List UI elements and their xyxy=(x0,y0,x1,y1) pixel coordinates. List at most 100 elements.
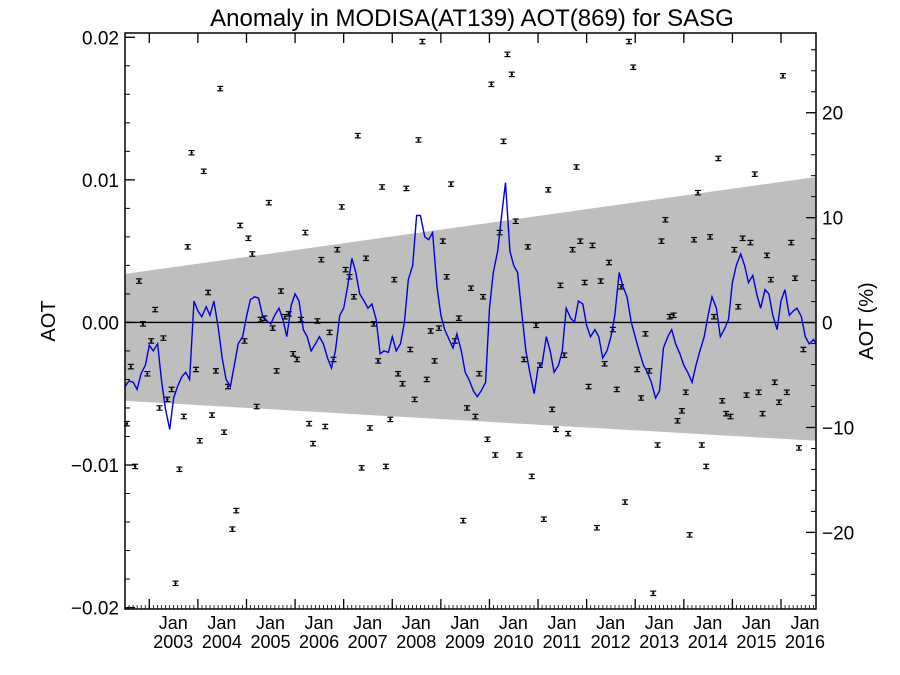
data-point xyxy=(731,246,738,253)
x-tick-label-year: 2013 xyxy=(639,632,679,652)
x-tick-label-year: 2011 xyxy=(543,632,582,652)
data-point xyxy=(176,466,183,473)
data-point xyxy=(739,235,746,242)
data-point xyxy=(779,72,786,79)
data-point xyxy=(735,303,742,310)
data-point xyxy=(670,312,677,319)
data-point xyxy=(354,132,361,139)
x-tick-label-month: Jan xyxy=(790,613,819,633)
y-tick-label: −0.01 xyxy=(71,456,119,477)
data-point xyxy=(403,185,410,192)
data-point xyxy=(164,396,171,403)
data-point xyxy=(387,416,394,423)
data-point xyxy=(589,242,596,249)
data-point xyxy=(581,279,588,286)
data-point xyxy=(622,499,629,505)
x-tick-label-month: Jan xyxy=(159,613,188,633)
data-point xyxy=(253,403,260,410)
left-y-axis: −0.02 −0.01 0.00 0.01 0.02 xyxy=(71,28,135,620)
y-tick-label: 0.02 xyxy=(82,28,119,49)
data-point xyxy=(265,199,272,206)
data-point xyxy=(577,238,584,244)
data-point xyxy=(715,155,722,162)
data-point xyxy=(443,274,450,280)
data-point xyxy=(439,238,446,244)
data-point xyxy=(678,408,685,414)
data-point xyxy=(366,425,373,431)
x-tick-label-year: 2007 xyxy=(348,632,388,652)
right-y-axis: −20 −10 0 10 20 xyxy=(806,49,854,596)
data-point xyxy=(488,81,495,88)
data-point xyxy=(707,234,714,240)
data-point xyxy=(472,413,479,420)
data-point xyxy=(601,360,608,367)
data-point xyxy=(467,285,474,292)
data-point xyxy=(646,368,653,374)
data-point xyxy=(132,463,139,470)
data-point xyxy=(476,370,483,377)
plot-area xyxy=(123,32,817,610)
data-point xyxy=(500,138,507,145)
data-point xyxy=(172,580,179,587)
data-point xyxy=(662,216,669,223)
data-point xyxy=(281,313,288,320)
data-point xyxy=(294,356,301,363)
data-point xyxy=(229,526,236,532)
x-axis: Jan2003Jan2004Jan2005Jan2006Jan2007Jan20… xyxy=(124,33,825,652)
data-point xyxy=(512,218,519,224)
data-point xyxy=(148,338,155,344)
data-point xyxy=(318,256,325,263)
y2-tick-label: 20 xyxy=(822,104,843,125)
data-point xyxy=(569,246,576,253)
x-tick-label-year: 2015 xyxy=(736,632,776,652)
data-point xyxy=(144,370,151,377)
uncertainty-band xyxy=(125,177,816,441)
data-point xyxy=(249,251,256,257)
data-point xyxy=(638,395,645,401)
x-tick-label-month: Jan xyxy=(353,613,382,633)
data-point xyxy=(484,436,491,443)
data-point xyxy=(245,235,252,242)
data-point xyxy=(310,440,317,447)
data-point xyxy=(557,282,564,289)
data-point xyxy=(642,331,649,337)
data-point xyxy=(233,507,240,514)
data-point xyxy=(435,325,442,331)
data-point xyxy=(549,406,556,413)
data-point xyxy=(448,181,455,187)
data-point xyxy=(407,346,414,353)
data-point xyxy=(460,517,467,524)
data-point xyxy=(565,430,572,437)
data-point xyxy=(800,346,807,353)
data-point xyxy=(625,38,632,45)
y-axis-label: AOT xyxy=(38,300,60,341)
data-point xyxy=(658,238,665,244)
data-point xyxy=(630,64,637,71)
data-point xyxy=(334,246,341,253)
data-point xyxy=(156,405,163,411)
x-tick-label-month: Jan xyxy=(402,613,431,633)
x-tick-label-year: 2008 xyxy=(396,632,436,652)
data-point xyxy=(743,392,750,398)
y-tick-label: 0.00 xyxy=(82,313,119,334)
data-point xyxy=(342,266,349,273)
data-point xyxy=(391,276,398,283)
data-point xyxy=(771,379,778,386)
y2-tick-label: −10 xyxy=(822,418,854,439)
data-point xyxy=(516,452,523,458)
data-point xyxy=(682,389,689,396)
data-point xyxy=(358,465,365,471)
data-point xyxy=(492,452,499,458)
data-point xyxy=(136,278,143,284)
data-point xyxy=(480,293,487,300)
x-tick-label-month: Jan xyxy=(742,613,771,633)
data-point xyxy=(306,420,313,427)
data-point xyxy=(654,442,661,448)
data-point xyxy=(634,366,641,373)
data-point xyxy=(208,412,215,418)
data-point xyxy=(666,313,673,320)
x-tick-label-year: 2009 xyxy=(445,632,485,652)
data-point xyxy=(375,358,382,364)
data-point xyxy=(763,252,770,259)
data-point xyxy=(188,149,195,156)
